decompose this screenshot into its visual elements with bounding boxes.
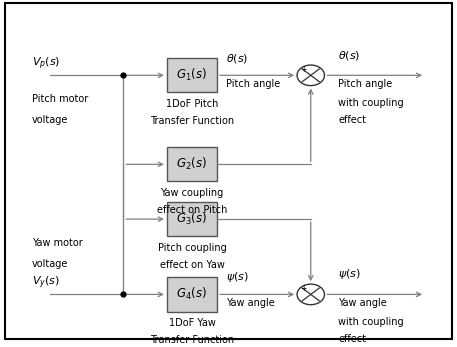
Text: Pitch coupling: Pitch coupling bbox=[158, 243, 226, 253]
Circle shape bbox=[297, 65, 324, 86]
Text: effect: effect bbox=[338, 334, 366, 344]
Text: effect: effect bbox=[338, 115, 366, 125]
Text: $\theta(s)$: $\theta(s)$ bbox=[226, 52, 249, 65]
Text: Yaw angle: Yaw angle bbox=[338, 298, 387, 308]
Text: $\psi(s)$: $\psi(s)$ bbox=[338, 267, 361, 281]
Text: voltage: voltage bbox=[32, 115, 69, 125]
Bar bbox=[167, 147, 217, 181]
Text: $V_y(s)$: $V_y(s)$ bbox=[32, 274, 60, 291]
Text: $V_p(s)$: $V_p(s)$ bbox=[32, 56, 60, 72]
Text: $G_3(s)$: $G_3(s)$ bbox=[176, 211, 207, 227]
Text: Pitch angle: Pitch angle bbox=[338, 79, 393, 89]
Text: effect on Yaw: effect on Yaw bbox=[159, 260, 224, 270]
Text: Pitch angle: Pitch angle bbox=[226, 79, 281, 89]
Text: voltage: voltage bbox=[32, 259, 69, 269]
Text: Yaw motor: Yaw motor bbox=[32, 238, 83, 248]
Text: Transfer Function: Transfer Function bbox=[150, 336, 234, 346]
Text: Pitch motor: Pitch motor bbox=[32, 94, 88, 104]
Text: $G_2(s)$: $G_2(s)$ bbox=[176, 156, 207, 172]
Text: $\psi(s)$: $\psi(s)$ bbox=[226, 270, 249, 284]
Text: effect on Pitch: effect on Pitch bbox=[157, 205, 227, 215]
Text: Yaw angle: Yaw angle bbox=[226, 298, 275, 308]
Text: +: + bbox=[300, 65, 306, 74]
Bar bbox=[167, 202, 217, 236]
Circle shape bbox=[297, 284, 324, 305]
Text: $\theta(s)$: $\theta(s)$ bbox=[338, 49, 361, 62]
Text: $G_1(s)$: $G_1(s)$ bbox=[176, 67, 207, 83]
Text: with coupling: with coupling bbox=[338, 317, 404, 327]
Text: Transfer Function: Transfer Function bbox=[150, 116, 234, 126]
Bar bbox=[167, 277, 217, 312]
Text: 1DoF Yaw: 1DoF Yaw bbox=[169, 319, 215, 328]
Text: Yaw coupling: Yaw coupling bbox=[160, 188, 223, 198]
Text: $G_4(s)$: $G_4(s)$ bbox=[176, 286, 207, 303]
Text: with coupling: with coupling bbox=[338, 98, 404, 108]
Text: +: + bbox=[300, 284, 306, 293]
Bar bbox=[167, 58, 217, 92]
Text: 1DoF Pitch: 1DoF Pitch bbox=[166, 99, 218, 109]
